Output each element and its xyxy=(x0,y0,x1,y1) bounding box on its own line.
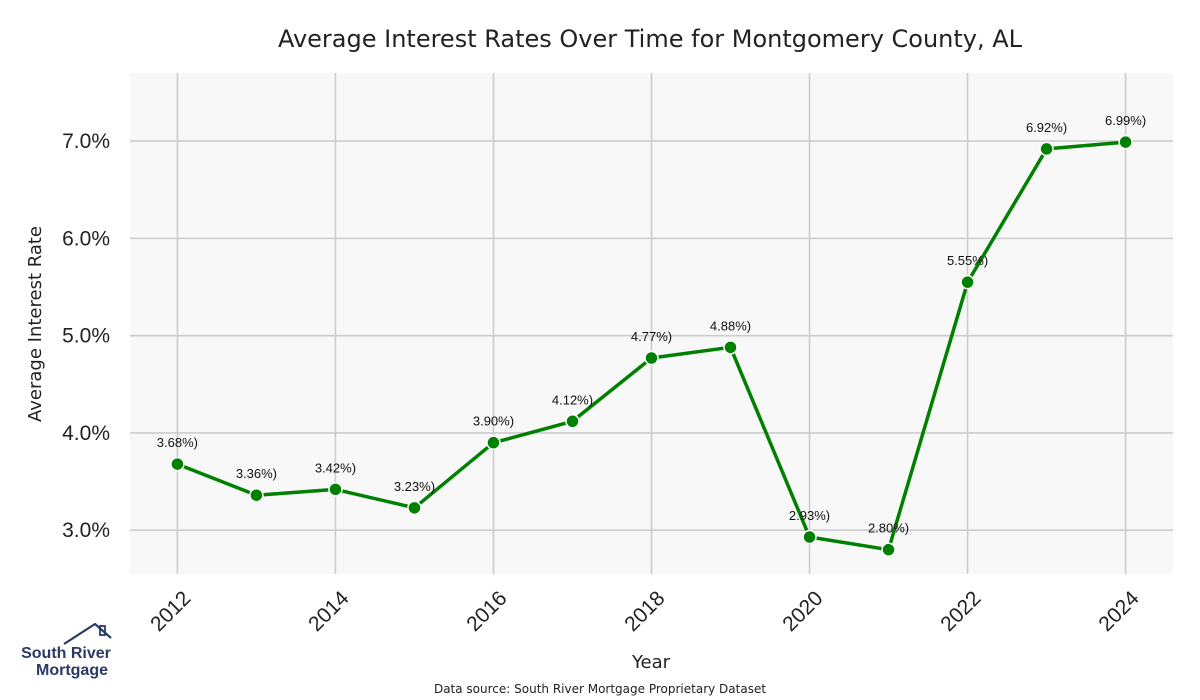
logo-text-line1: South River xyxy=(21,645,111,662)
x-axis-label: Year xyxy=(631,652,671,673)
y-tick-label: 4.0% xyxy=(62,422,110,445)
data-label: 3.90%) xyxy=(473,414,514,429)
data-label: 3.36%) xyxy=(236,466,277,481)
x-tick-label: 2024 xyxy=(1094,587,1144,637)
data-points xyxy=(170,134,1133,557)
x-tick-label: 2020 xyxy=(778,587,827,636)
data-label: 3.23%) xyxy=(394,479,435,494)
data-point xyxy=(1118,134,1133,150)
company-logo: South River Mortgage xyxy=(21,622,112,679)
data-label: 2.93%) xyxy=(789,508,830,523)
data-point xyxy=(881,542,896,557)
data-point xyxy=(328,482,343,497)
data-point xyxy=(802,529,817,545)
house-roof-icon xyxy=(63,622,112,645)
y-tick-label: 5.0% xyxy=(62,325,110,348)
y-axis-ticks: 3.0% 4.0% 5.0% 6.0% 7.0% xyxy=(62,130,110,542)
x-tick-label: 2016 xyxy=(462,587,511,636)
chart-title: Average Interest Rates Over Time for Mon… xyxy=(278,25,1023,53)
data-point xyxy=(960,274,975,290)
data-point xyxy=(407,500,422,516)
data-label: 3.68%) xyxy=(157,435,198,450)
data-point xyxy=(644,350,659,366)
x-tick-label: 2012 xyxy=(146,587,195,636)
x-tick-label: 2022 xyxy=(936,587,985,636)
x-tick-label: 2018 xyxy=(620,587,669,636)
x-axis-ticks: 2012 2014 2016 2018 2020 2022 2024 xyxy=(146,587,1144,637)
data-point xyxy=(1039,141,1054,157)
data-label: 4.88%) xyxy=(710,318,751,333)
data-label: 6.92%) xyxy=(1026,120,1067,135)
data-labels: 3.68%) 3.36%) 3.42%) 3.23%) 3.90%) 4.12%) 4.77… xyxy=(157,113,1146,536)
grid-lines xyxy=(130,73,1173,574)
y-tick-label: 6.0% xyxy=(62,227,110,250)
y-axis-label: Average Interest Rate xyxy=(25,226,46,422)
data-label: 6.99%) xyxy=(1105,113,1146,128)
data-point xyxy=(249,487,264,503)
y-tick-label: 7.0% xyxy=(62,130,110,153)
logo-text-line2: Mortgage xyxy=(36,662,108,679)
data-point xyxy=(170,456,185,472)
data-label: 5.55%) xyxy=(947,253,988,268)
data-point xyxy=(486,435,501,450)
data-label: 3.42%) xyxy=(315,460,356,475)
y-tick-label: 3.0% xyxy=(62,519,110,542)
x-tick-label: 2014 xyxy=(304,587,354,637)
data-point xyxy=(723,340,738,355)
data-label: 4.12%) xyxy=(552,392,593,407)
source-note: Data source: South River Mortgage Propri… xyxy=(434,682,766,696)
data-label: 2.80%) xyxy=(868,521,909,536)
data-label: 4.77%) xyxy=(631,329,672,344)
data-point xyxy=(565,414,580,429)
